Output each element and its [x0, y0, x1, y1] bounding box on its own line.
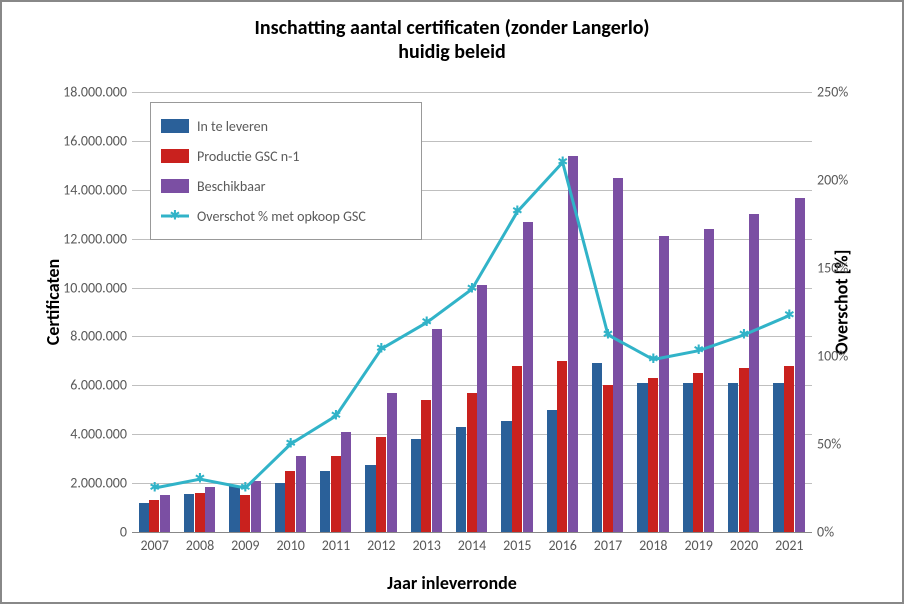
line-marker: ✱: [693, 343, 704, 358]
y2-tick-label: 200%: [817, 172, 862, 189]
x-tick-label: 2011: [322, 537, 350, 554]
line-marker: ✱: [648, 352, 659, 367]
legend: In te leveren Productie GSC n-1 Beschikbaa…: [150, 102, 422, 240]
x-tick-label: 2016: [548, 537, 576, 554]
y2-tick-label: 0%: [817, 524, 862, 541]
legend-item-beschikbaar: Beschikbaar: [161, 171, 411, 201]
x-tick-label: 2020: [730, 537, 758, 554]
x-tick-label: 2014: [458, 537, 486, 554]
x-tick-label: 2018: [639, 537, 667, 554]
x-tick-label: 2012: [367, 537, 395, 554]
legend-item-productie_gsc_n1: Productie GSC n-1: [161, 141, 411, 171]
legend-line-icon: [161, 209, 189, 223]
y1-tick-label: 0: [37, 524, 127, 541]
y1-tick-label: 12.000.000: [37, 230, 127, 247]
y1-tick-label: 16.000.000: [37, 132, 127, 149]
legend-label: Beschikbaar: [197, 178, 266, 195]
chart-frame: Inschatting aantal certificaten (zonder …: [0, 0, 904, 604]
y2-tick-label: 50%: [817, 436, 862, 453]
y1-tick-label: 2.000.000: [37, 475, 127, 492]
y2-tick-label: 250%: [817, 84, 862, 101]
line-marker: ✱: [331, 408, 342, 423]
chart-title-line1: Inschatting aantal certificaten (zonder …: [255, 16, 650, 40]
line-marker: ✱: [195, 472, 206, 487]
x-tick-label: 2010: [276, 537, 304, 554]
x-axis-label: Jaar inleverronde: [2, 572, 902, 594]
y1-tick-label: 10.000.000: [37, 279, 127, 296]
x-tick-label: 2008: [186, 537, 214, 554]
y1-tick-label: 8.000.000: [37, 328, 127, 345]
y2-tick-label: 100%: [817, 348, 862, 365]
y1-tick-label: 14.000.000: [37, 181, 127, 198]
x-tick-label: 2019: [684, 537, 712, 554]
line-marker: ✱: [149, 481, 160, 496]
x-tick-label: 2009: [231, 537, 259, 554]
legend-label: Overschot % met opkoop GSC: [197, 208, 366, 225]
x-tick-label: 2021: [775, 537, 803, 554]
x-tick-label: 2007: [140, 537, 168, 554]
x-tick-label: 2013: [412, 537, 440, 554]
legend-label: In te leveren: [197, 118, 268, 135]
legend-swatch: [161, 149, 189, 163]
line-marker: ✱: [285, 437, 296, 452]
legend-swatch: [161, 179, 189, 193]
line-marker: ✱: [784, 308, 795, 323]
y1-tick-label: 4.000.000: [37, 426, 127, 443]
legend-swatch: [161, 119, 189, 133]
line-marker: ✱: [376, 341, 387, 356]
legend-label: Productie GSC n-1: [197, 148, 299, 165]
legend-item-overschot_pct: Overschot % met opkoop GSC: [161, 201, 411, 231]
x-tick-label: 2015: [503, 537, 531, 554]
line-marker: ✱: [421, 315, 432, 330]
line-marker: ✱: [603, 327, 614, 342]
x-tick-label: 2017: [594, 537, 622, 554]
chart-title: Inschatting aantal certificaten (zonder …: [2, 16, 902, 64]
y2-tick-label: 150%: [817, 260, 862, 277]
line-marker: ✱: [240, 481, 251, 496]
chart-title-line2: huidig beleid: [398, 40, 505, 64]
line-marker: ✱: [739, 327, 750, 342]
legend-item-in_te_leveren: In te leveren: [161, 111, 411, 141]
line-marker: ✱: [557, 155, 568, 170]
y1-tick-label: 6.000.000: [37, 377, 127, 394]
line-marker: ✱: [467, 282, 478, 297]
line-marker: ✱: [512, 204, 523, 219]
y1-tick-label: 18.000.000: [37, 84, 127, 101]
